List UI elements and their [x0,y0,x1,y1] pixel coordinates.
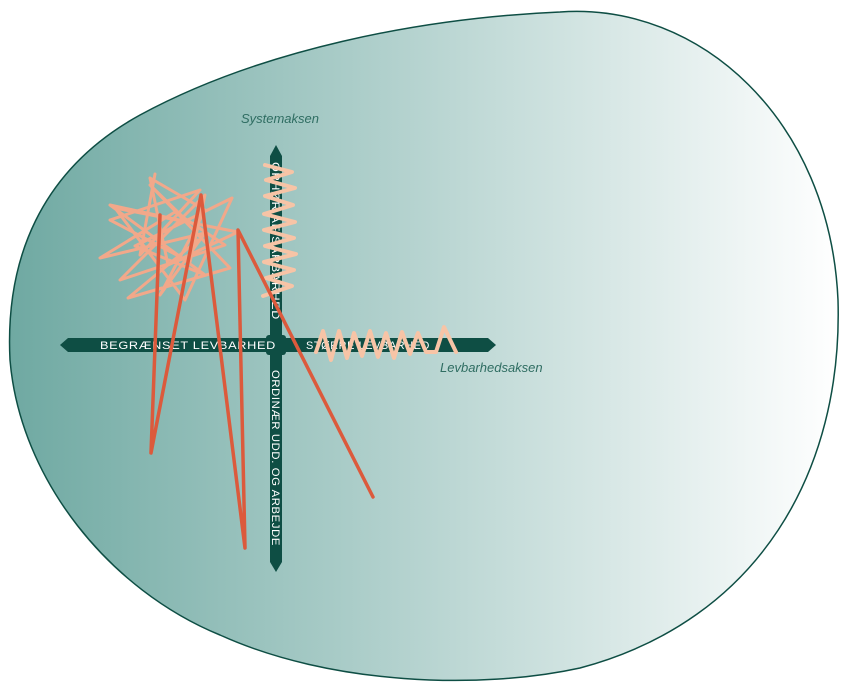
red-trajectory-line [149,193,375,550]
horizontal-zigzag [314,325,458,362]
vertical-axis-title: Systemaksen [241,111,319,126]
vertical-axis-bottom-label: ORDINÆR UDD. OG ARBEJDE [269,370,281,546]
horizontal-axis-title: Levbarhedsaksen [440,360,543,375]
horizontal-axis-left-label: BEGRÆNSET LEVBARHED [100,340,276,352]
vertical-zigzag [261,163,298,298]
axes-intersection [266,335,286,355]
scribble-cluster [98,172,240,302]
vertical-axis-bar [270,145,282,572]
